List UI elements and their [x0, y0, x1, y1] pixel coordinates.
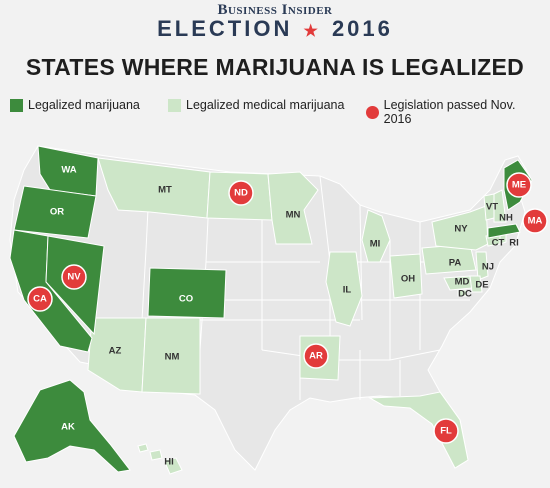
label-il: IL [343, 285, 352, 296]
legend-legal-label: Legalized marijuana [28, 98, 140, 112]
label-nm: NM [165, 352, 180, 363]
passed-dot-icon [366, 105, 379, 119]
state-ma [487, 223, 521, 239]
state-or [13, 185, 97, 239]
label-nd: ND [234, 188, 248, 199]
label-ak: AK [61, 422, 75, 433]
label-ar: AR [309, 351, 323, 362]
label-ri: RI [509, 238, 519, 249]
state-nm [141, 317, 201, 395]
label-nv: NV [67, 272, 81, 283]
state-co [147, 267, 227, 319]
passed-markers [27, 172, 548, 444]
label-mn: MN [286, 210, 301, 221]
marker-nd [228, 180, 254, 206]
marker-nv [61, 264, 87, 290]
label-ct: CT [492, 238, 505, 249]
label-oh: OH [401, 274, 415, 285]
legend-medical-label: Legalized medical marijuana [186, 98, 345, 112]
state-nh [493, 189, 507, 223]
medical-swatch [168, 98, 181, 112]
legend-item-medical: Legalized medical marijuana [168, 98, 344, 112]
label-ca: CA [33, 294, 47, 305]
label-me: ME [512, 180, 526, 191]
election-year: 2016 [331, 16, 393, 41]
state-mn [267, 171, 319, 245]
legend-item-passed: Legislation passed Nov. 2016 [366, 98, 542, 126]
state-hi [137, 443, 183, 475]
state-labels: WA OR CA NV AK CO MT ND MN MI IL OH PA N… [33, 165, 542, 468]
label-md: MD [455, 277, 470, 288]
state-de [469, 275, 483, 293]
label-hi: HI [164, 457, 174, 468]
marker-ca [27, 286, 53, 312]
medical-states [87, 157, 507, 475]
page-title: STATES WHERE MARIJUANA IS LEGALIZED [25, 54, 525, 80]
label-nh: NH [499, 213, 513, 224]
label-nj: NJ [482, 262, 494, 273]
brand-name: Business Insider [217, 2, 333, 18]
legend-passed-label: Legislation passed Nov. 2016 [383, 98, 516, 126]
label-co: CO [179, 294, 193, 305]
state-az [87, 317, 147, 393]
state-ak [13, 379, 131, 473]
label-de: DE [475, 280, 488, 291]
label-mt: MT [158, 185, 172, 196]
state-dc [457, 289, 467, 297]
election-banner: ELECTION ★ 2016 [0, 16, 550, 42]
label-pa: PA [449, 258, 462, 269]
label-fl: FL [440, 426, 452, 437]
label-or: OR [50, 207, 64, 218]
label-az: AZ [109, 346, 122, 357]
label-dc: DC [458, 289, 472, 300]
label-mi: MI [370, 239, 381, 250]
marker-ar [303, 343, 329, 369]
label-vt: VT [486, 202, 498, 213]
legal-states [9, 145, 533, 473]
legal-swatch [10, 98, 23, 112]
marker-ma [522, 208, 548, 234]
legend: Legalized marijuana Legalized medical ma… [8, 98, 542, 126]
label-ny: NY [454, 224, 468, 235]
legend-item-legal: Legalized marijuana [10, 98, 140, 112]
star-icon: ★ [303, 23, 321, 40]
marker-fl [433, 418, 459, 444]
state-oh [389, 253, 423, 299]
state-il [325, 251, 363, 327]
label-ma: MA [528, 216, 543, 227]
election-word: ELECTION [157, 16, 293, 41]
state-nj [475, 251, 489, 281]
state-mi [361, 209, 391, 263]
marker-me [506, 172, 532, 198]
state-fl [368, 391, 469, 469]
label-wa: WA [61, 165, 76, 176]
